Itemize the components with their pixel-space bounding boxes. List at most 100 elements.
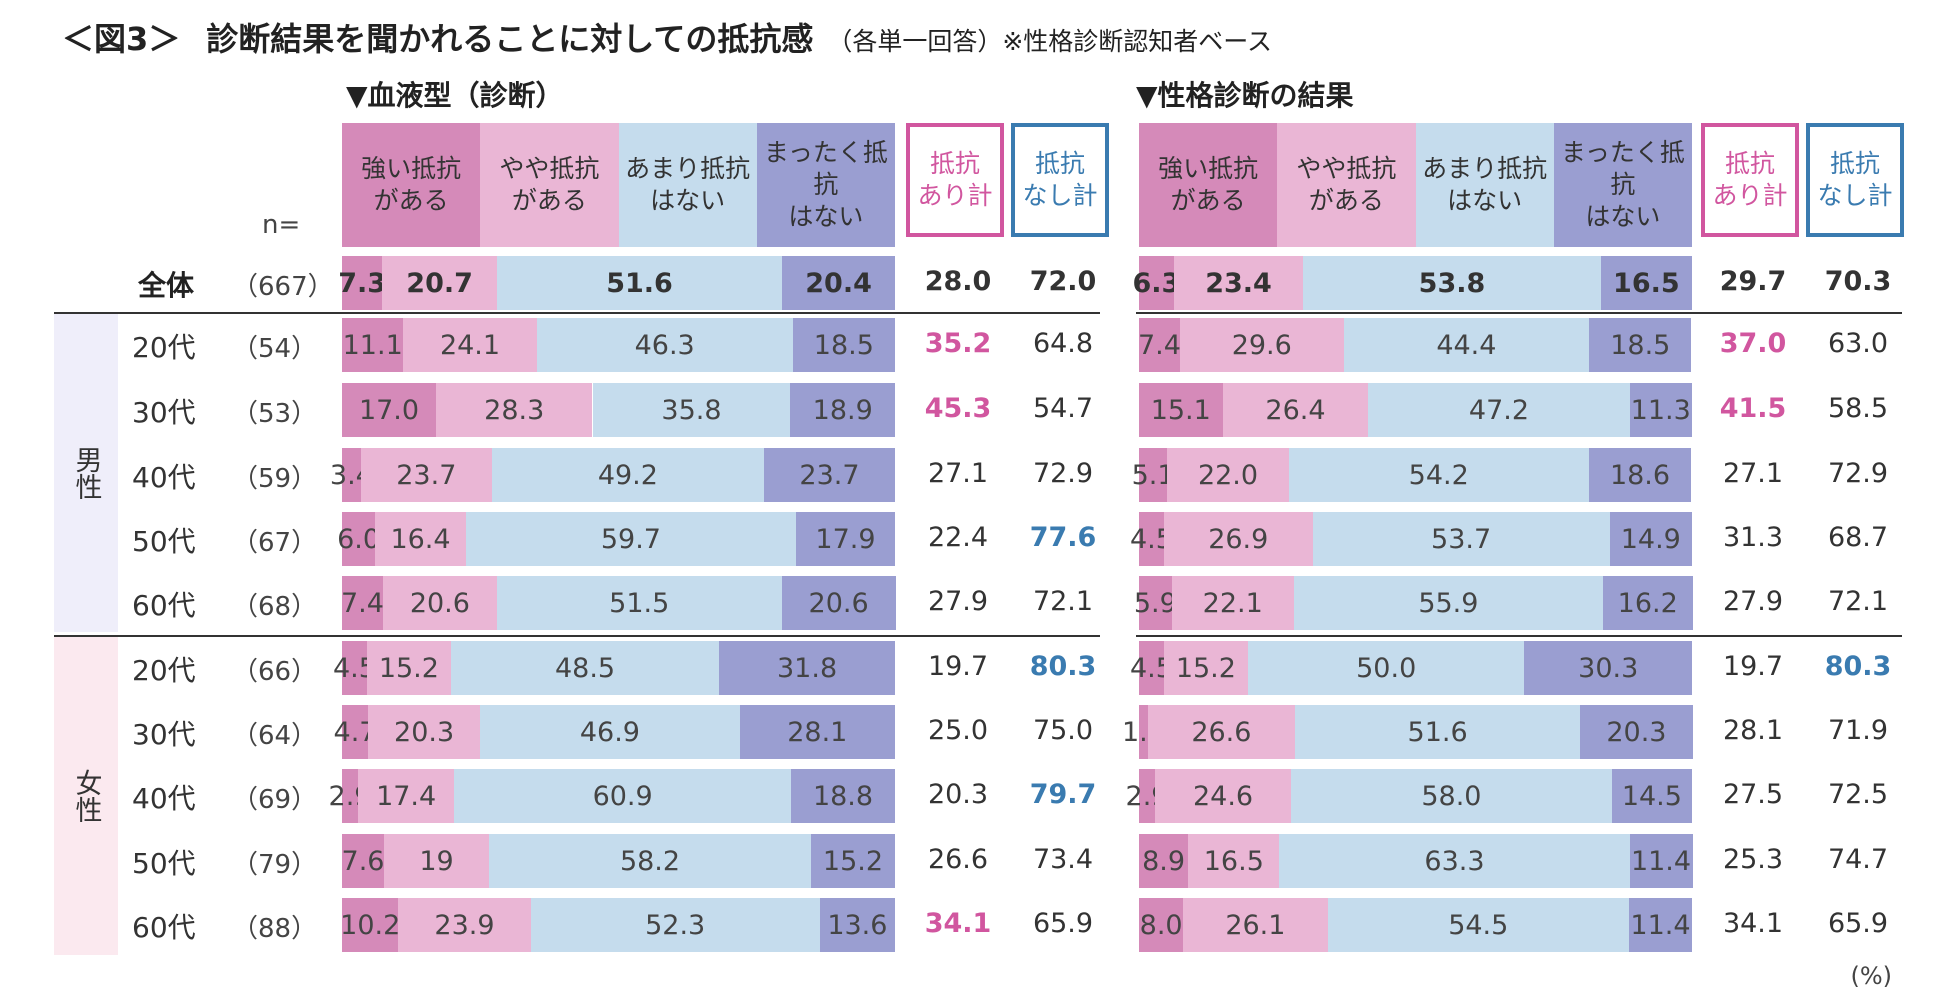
data-label: 23.9 (434, 909, 495, 941)
bar-segment (382, 256, 497, 310)
row-label: 全体 (138, 269, 195, 302)
data-label: 28.1 (787, 716, 848, 748)
bar-segment (342, 318, 404, 372)
bar-segment (342, 705, 368, 759)
data-label: 48.5 (554, 652, 616, 684)
data-label: 44.4 (1436, 329, 1497, 361)
bar-segment (454, 769, 792, 823)
bar-segment (1600, 256, 1692, 310)
legend-header: やや抵抗 がある (480, 123, 619, 247)
bar-segment (536, 318, 793, 372)
summary-value: 64.8 (1032, 328, 1094, 359)
bar-segment (1611, 769, 1692, 823)
data-label: 20.7 (406, 267, 473, 299)
bar-segment (382, 576, 497, 630)
bar-segment (465, 512, 796, 566)
summary-value: 45.3 (924, 393, 992, 424)
data-label: 58.0 (1421, 780, 1482, 812)
summary-value: 31.3 (1722, 522, 1784, 553)
stacked-bar: 3.4 23.7 49.2 23.7 (330, 448, 895, 502)
bar-segment (496, 576, 782, 630)
bar-segment (1327, 898, 1629, 952)
data-label: 18.5 (813, 329, 874, 361)
row-n: （54） (232, 334, 318, 364)
bar-segment (790, 383, 895, 437)
data-label: 8.9 (1142, 845, 1186, 877)
data-label: 60.9 (592, 780, 653, 812)
stacked-bar: 8.9 16.5 63.3 11.4 (1139, 834, 1693, 888)
bar-segment (375, 512, 466, 566)
data-label: 47.2 (1468, 394, 1530, 426)
data-label: 52.3 (645, 909, 706, 941)
data-label: 18.8 (812, 780, 874, 812)
legend-header: まったく抵抗 はない (756, 123, 895, 247)
row-n: （53） (232, 399, 318, 429)
data-label: 18.5 (1610, 329, 1671, 361)
summary-value: 70.3 (1824, 266, 1892, 297)
summary-value: 27.9 (927, 586, 989, 617)
data-label: 59.7 (600, 523, 661, 555)
bar-segment (592, 383, 791, 437)
data-label: 53.7 (1431, 523, 1492, 555)
bar-segment (358, 769, 455, 823)
summary-value: 27.1 (927, 458, 989, 489)
bar-segment (1293, 576, 1603, 630)
legend-header: やや抵抗 がある (1277, 123, 1416, 247)
bar-segment (792, 318, 895, 372)
summary-value: 80.3 (1029, 651, 1097, 682)
data-label: 11.4 (1630, 845, 1692, 877)
data-label: 31.8 (777, 652, 838, 684)
bar-segment (1609, 512, 1692, 566)
data-label: 18.9 (812, 394, 873, 426)
row-label: 20代 (132, 654, 196, 687)
stacked-bar: 7.3 20.7 51.6 20.4 (338, 256, 895, 310)
bar-segment (1139, 256, 1174, 310)
data-label: 14.9 (1620, 523, 1681, 555)
bar-segment (1312, 512, 1610, 566)
bar-segment (436, 383, 593, 437)
bar-segment (1291, 769, 1612, 823)
data-label: 15.2 (378, 652, 439, 684)
summary-value: 27.9 (1722, 586, 1784, 617)
data-label: 35.8 (661, 394, 722, 426)
summary-value: 27.1 (1722, 458, 1784, 489)
data-label: 53.8 (1418, 267, 1486, 299)
summary-value: 19.7 (1722, 651, 1784, 682)
bar-segment (1303, 256, 1601, 310)
data-label: 17.4 (376, 780, 437, 812)
summary-value: 27.5 (1722, 779, 1784, 810)
bar-segment (1171, 576, 1294, 630)
bar-segment (1163, 512, 1313, 566)
bar-segment (480, 705, 740, 759)
bar-segment (782, 256, 895, 310)
chart-title: ＜図3＞ 診断結果を聞かれることに対しての抵抗感 （各単一回答）※性格診断認知者ベー… (62, 14, 1272, 60)
bar-segment (1139, 769, 1156, 823)
title-note: （各単一回答）※性格診断認知者ベース (827, 27, 1273, 56)
summary-value: 72.1 (1032, 586, 1094, 617)
group-label-0: 男性 (70, 446, 102, 500)
data-label: 7.3 (338, 267, 387, 299)
bar-segment (366, 641, 451, 695)
data-label: 17.9 (815, 523, 876, 555)
row-n: （59） (232, 464, 318, 494)
row-label: 30代 (132, 396, 196, 429)
bar-segment (1139, 512, 1164, 566)
bar-segment (1155, 769, 1292, 823)
title-main: 診断結果を聞かれることに対しての抵抗感 (206, 20, 814, 58)
row-label: 60代 (132, 589, 196, 622)
data-label: 20.6 (409, 587, 470, 619)
data-label: 28.3 (484, 394, 545, 426)
data-label: 22.0 (1197, 459, 1259, 491)
summary-value: 28.0 (924, 266, 992, 297)
stacked-bar: 2.9 17.4 60.9 18.8 (329, 769, 895, 823)
summary-header-nashi: 抵抗 なし計 (1011, 123, 1109, 237)
bar-segment (1629, 834, 1693, 888)
data-label: 26.4 (1265, 394, 1326, 426)
stacked-bar: 6.0 16.4 59.7 17.9 (337, 512, 895, 566)
bar-segment (342, 576, 383, 630)
summary-value: 71.9 (1827, 715, 1889, 746)
summary-value: 77.6 (1029, 522, 1097, 553)
stacked-bar: 4.5 15.2 50.0 30.3 (1130, 641, 1692, 695)
stacked-bar: 4.5 26.9 53.7 14.9 (1130, 512, 1692, 566)
row-n: （667） (232, 272, 334, 302)
